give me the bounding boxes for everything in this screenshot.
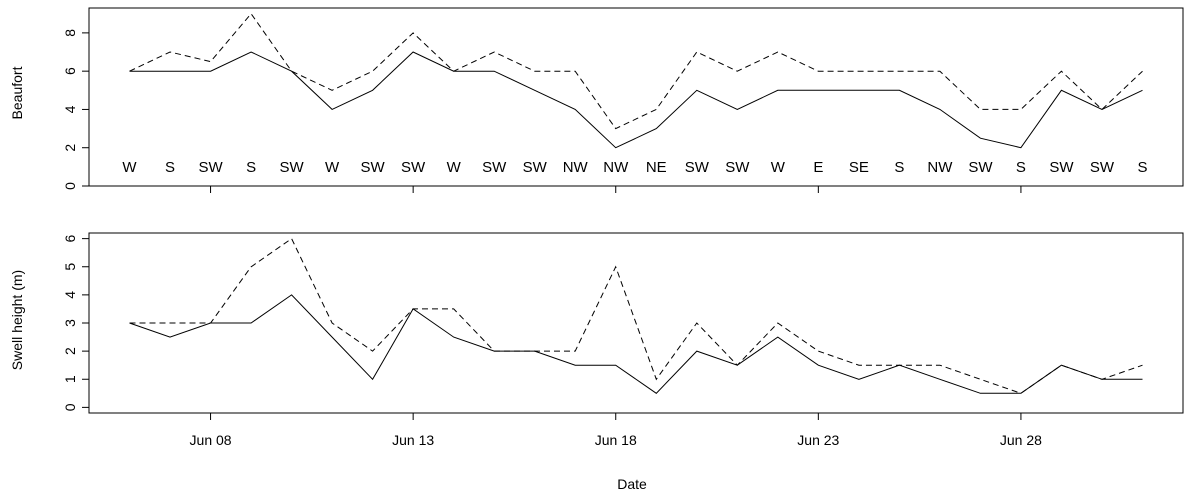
wind-direction-label: SW [401,159,426,176]
wind-direction-label: S [894,159,904,176]
swell-y-tick-label: 5 [62,263,78,271]
beaufort-y-tick-label: 8 [62,29,78,37]
wind-direction-label: SW [968,159,993,176]
wind-direction-label: SW [198,159,223,176]
beaufort-y-tick-label: 6 [62,67,78,75]
wind-direction-label: S [1016,159,1026,176]
wind-direction-label: SW [1090,159,1115,176]
wind-direction-label: S [165,159,175,176]
x-tick-label: Jun 18 [595,432,637,448]
x-tick-label: Jun 08 [190,432,232,448]
beaufort-series-dashed [129,12,1143,130]
wind-direction-label: S [1137,159,1147,176]
wind-direction-label: SW [482,159,507,176]
swell-y-tick-label: 0 [62,403,78,411]
wind-direction-label: NW [927,159,953,176]
wind-direction-label: NW [603,159,629,176]
beaufort-y-tick-label: 0 [62,182,78,190]
x-tick-label: Jun 23 [797,432,839,448]
wind-direction-label: W [771,159,786,176]
swell-y-axis-label: Swell height (m) [9,270,25,370]
swell-series-dashed [129,237,1143,394]
wind-direction-label: SW [523,159,548,176]
swell-y-tick-label: 2 [62,347,78,355]
swell-y-tick-label: 3 [62,319,78,327]
x-axis-label: Date [617,476,647,492]
wind-direction-label: W [325,159,340,176]
wind-direction-label: W [447,159,462,176]
swell-y-tick-label: 6 [62,235,78,243]
wind-direction-label: NE [646,159,667,176]
wind-direction-label: NW [563,159,589,176]
x-tick-label: Jun 28 [1000,432,1042,448]
wind-direction-label: SE [849,159,869,176]
x-tick-label: Jun 13 [392,432,434,448]
wind-direction-label: SW [685,159,710,176]
swell-y-tick-label: 1 [62,375,78,383]
wind-direction-label: S [246,159,256,176]
beaufort-series-solid [129,51,1143,149]
swell-series-solid [129,294,1143,394]
beaufort-panel: 0 2 4 6 8 W S SW S SW W SW SW W SW SW NW NW NE SW SW W E SE S NW S… [62,7,1184,193]
beaufort-y-axis-label: Beaufort [9,66,25,119]
swell-y-tick-label: 4 [62,291,78,299]
wind-direction-label: SW [361,159,386,176]
swell-panel: 0 1 2 3 4 5 6 Jun 08 Jun 13 Jun 18 Jun 23 Jun 28 [62,232,1184,448]
beaufort-y-tick-label: 2 [62,144,78,152]
wind-direction-label: E [813,159,823,176]
wind-direction-label: SW [725,159,750,176]
wind-direction-label: SW [1049,159,1074,176]
wind-direction-label: W [122,159,137,176]
wind-direction-label: SW [280,159,305,176]
beaufort-plot-frame [88,7,1184,187]
beaufort-y-tick-label: 4 [62,105,78,113]
